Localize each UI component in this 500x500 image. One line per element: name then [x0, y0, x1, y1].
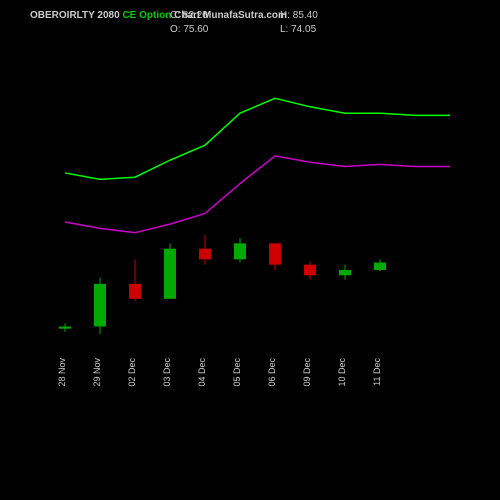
ohlc-high: H: 85.40: [280, 10, 318, 21]
candle-body: [234, 243, 246, 259]
plot-area: 28 Nov 29 Nov 02 Dec 03 Dec 04 Dec 05 Dec 06 D…: [50, 30, 470, 410]
x-tick-label: 05 Dec: [232, 358, 242, 387]
chart-title: OBEROIRLTY 2080 CE Option Chart MunafaSu…: [30, 10, 287, 21]
x-tick-label: 04 Dec: [197, 358, 207, 387]
candle-body: [199, 249, 211, 260]
candle-body: [164, 249, 176, 299]
x-axis-labels: 28 Nov 29 Nov 02 Dec 03 Dec 04 Dec 05 Dec 06 D…: [57, 358, 382, 387]
x-tick-label: 28 Nov: [57, 358, 67, 387]
ohlc-close: C: 82.20: [170, 10, 208, 21]
candle-body: [94, 284, 106, 327]
x-tick-label: 09 Dec: [302, 358, 312, 387]
candle-body: [59, 327, 71, 329]
candle-body: [304, 265, 316, 276]
candle-body: [269, 243, 281, 264]
x-tick-label: 02 Dec: [127, 358, 137, 387]
candle-body: [374, 263, 386, 270]
candle-body: [129, 284, 141, 299]
chart-container: OBEROIRLTY 2080 CE Option Chart MunafaSu…: [0, 0, 500, 500]
x-tick-label: 10 Dec: [337, 358, 347, 387]
x-tick-label: 03 Dec: [162, 358, 172, 387]
x-tick-label: 11 Dec: [372, 358, 382, 386]
x-tick-label: 29 Nov: [92, 358, 102, 387]
band-line: [65, 156, 450, 233]
candle-body: [339, 270, 351, 275]
band-line: [65, 98, 450, 179]
x-tick-label: 06 Dec: [267, 358, 277, 387]
plot-svg: 28 Nov 29 Nov 02 Dec 03 Dec 04 Dec 05 Dec 06 D…: [50, 30, 470, 440]
